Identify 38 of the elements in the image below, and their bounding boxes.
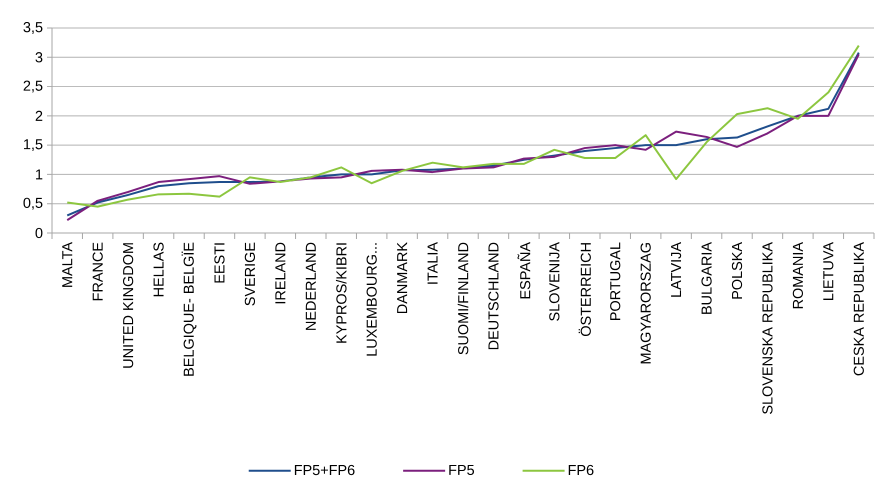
x-tick-label: DANMARK — [397, 242, 408, 314]
legend-label: FP5 — [449, 464, 474, 476]
x-tick-label: BELGIQUE- BELGÏE — [182, 242, 196, 376]
x-tick-label: LATVIJA — [671, 242, 682, 297]
x-tick-label: PORTUGAL — [610, 242, 620, 320]
legend-label: FP6 — [568, 464, 594, 476]
x-tick-label: SLOVENSKA REPUBLIKA — [762, 242, 773, 414]
x-tick-label: BULGARIA — [701, 242, 712, 314]
x-tick-label: MALTA — [62, 242, 72, 287]
y-tick-label: 3,5 — [23, 22, 42, 34]
y-tick-label: 2 — [36, 110, 42, 121]
x-tick-label: KYPROS/KIBRI — [336, 243, 347, 343]
x-tick-label: IRELAND — [275, 242, 286, 304]
y-tick-label: 0 — [36, 228, 42, 238]
x-tick-label: ROMANIA — [792, 242, 804, 308]
x-tick-label: ITALIA — [428, 242, 438, 284]
y-tick-label: 1,5 — [24, 139, 42, 152]
y-tick-label: 2,5 — [24, 80, 42, 93]
x-tick-label: HELLAS — [153, 242, 164, 296]
x-tick-label: ÖSTERREICH — [578, 243, 591, 336]
x-tick-label: SUOMI/FINLAND — [458, 242, 468, 355]
y-tick-label: 3 — [36, 52, 42, 62]
y-tick-label: 0,5 — [23, 198, 42, 210]
x-tick-label: NEDERLAND — [306, 242, 316, 330]
x-tick-label: DEUTSCHLAND — [488, 242, 499, 350]
y-tick-label: 1 — [36, 169, 42, 180]
x-tick-label: LIETUVA — [823, 242, 834, 300]
x-tick-label: MAGYARORSZAG — [640, 243, 651, 364]
x-tick-label: EESTI — [214, 243, 225, 283]
x-tick-label: POLSKA — [732, 242, 742, 299]
legend-label: FP5+FP6 — [294, 464, 355, 476]
x-tick-label: SLOVENIJA — [549, 242, 560, 321]
x-tick-label: UNITED KINGDOM — [123, 243, 134, 368]
x-tick-label: LUXEMBOURG... — [366, 243, 377, 356]
x-tick-label: ESPAÑA — [517, 242, 530, 298]
x-tick-label: FRANCE — [92, 242, 103, 300]
x-tick-label: CESKA REPUBLIKA — [854, 242, 864, 376]
x-tick-label: SVERIGE — [244, 242, 256, 306]
